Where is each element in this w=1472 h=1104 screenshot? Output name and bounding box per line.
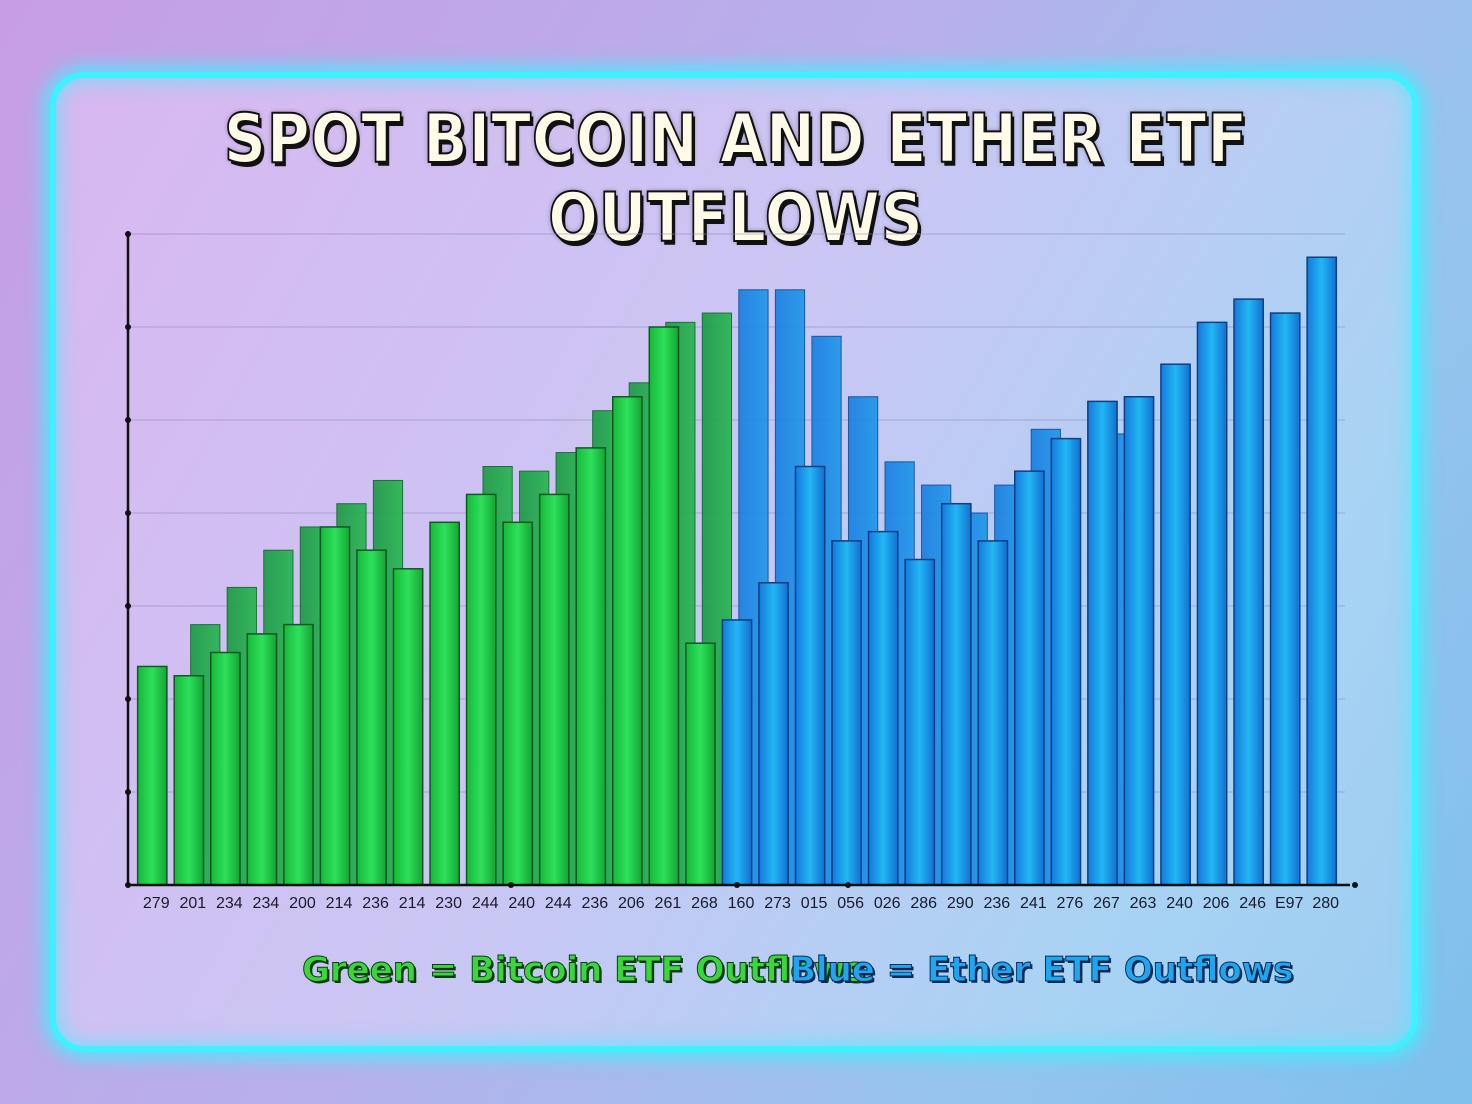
x-tick-label: 267 [1093, 895, 1120, 912]
x-tick-label: 268 [691, 895, 718, 912]
bitcoin-bar [392, 568, 424, 886]
ether-bar [794, 465, 826, 886]
ether-bar [1233, 298, 1265, 886]
bitcoin-bar [611, 396, 643, 886]
x-tick-label: 214 [399, 895, 426, 912]
bitcoin-bar [136, 665, 168, 886]
ether-bar [1306, 256, 1338, 886]
x-tick-label: 263 [1130, 895, 1157, 912]
y-tick [125, 231, 131, 237]
bitcoin-bar [538, 493, 570, 886]
ether-bar [1160, 363, 1191, 886]
ether-bar [1013, 470, 1045, 886]
x-tick-label: 234 [216, 895, 243, 912]
y-tick [125, 510, 131, 516]
x-tick-label: 279 [143, 895, 170, 912]
x-tick-label: 244 [472, 895, 499, 912]
axes [125, 231, 1358, 888]
ether-bar [977, 540, 1009, 886]
x-tick-label: 026 [874, 895, 901, 912]
x-tick-label: 206 [1203, 895, 1230, 912]
bitcoin-bar [648, 326, 680, 886]
legend-bitcoin: Green = Bitcoin ETF Outflows [301, 950, 866, 991]
ether-bar [831, 540, 863, 886]
y-tick [125, 882, 131, 888]
x-tick-label: 236 [581, 895, 608, 912]
bitcoin-bar [246, 633, 278, 886]
x-tick-label: 236 [362, 895, 389, 912]
y-tick [125, 789, 131, 795]
x-tick-label: 214 [326, 895, 353, 912]
x-tick [1352, 882, 1358, 888]
x-tick-label: 234 [253, 895, 280, 912]
bitcoin-bar [319, 526, 351, 886]
ether-bar [940, 502, 972, 886]
x-tick-label: 290 [947, 895, 974, 912]
ether-bar [1087, 400, 1118, 886]
x-tick [734, 882, 740, 888]
y-tick [125, 417, 131, 423]
x-tick-label: 230 [435, 895, 462, 912]
ether-bar [721, 619, 753, 886]
x-tick-label: 273 [764, 895, 791, 912]
x-tick-label: 240 [1166, 895, 1193, 912]
x-tick-label: E97 [1275, 895, 1304, 912]
bitcoin-bar [173, 675, 205, 886]
ether-bar [758, 582, 789, 886]
bitcoin-bar [356, 549, 387, 886]
bitcoin-bar [283, 623, 314, 886]
x-tick-label: 280 [1312, 895, 1339, 912]
ether-bar [1123, 396, 1155, 886]
bitcoin-bar [575, 447, 607, 886]
x-tick-label: 261 [655, 895, 682, 912]
x-tick-label: 201 [179, 895, 206, 912]
x-tick-label: 286 [910, 895, 937, 912]
x-tick-label: 244 [545, 895, 572, 912]
x-tick-labels: 279 201 234 234 200 214 236 214 230 244 240 244 236 2… [143, 895, 1339, 912]
x-tick-label: 236 [983, 895, 1010, 912]
x-tick-label: 246 [1239, 895, 1266, 912]
legend: Green = Bitcoin ETF Outflows Blue = Ethe… [0, 950, 1472, 998]
chart-title: SPOT BITCOIN AND ETHER ETF OUTFLOWS [223, 99, 1249, 259]
bitcoin-bar [209, 651, 241, 886]
ether-bar [1196, 321, 1228, 886]
bitcoin-bar [502, 521, 534, 886]
legend-ether: Blue = Ether ETF Outflows [789, 950, 1294, 991]
x-tick-label: 241 [1020, 895, 1047, 912]
ether-bar [1050, 437, 1082, 886]
x-tick-label: 160 [728, 895, 755, 912]
bitcoin-bar [429, 521, 461, 886]
x-tick-label: 056 [837, 895, 864, 912]
x-tick [508, 882, 514, 888]
bitcoin-bar [465, 493, 497, 886]
bitcoin-bar [685, 642, 716, 886]
x-tick-label: 206 [618, 895, 645, 912]
ether-bar [867, 530, 899, 886]
x-tick-label: 015 [801, 895, 828, 912]
y-tick [125, 603, 131, 609]
x-tick [845, 882, 851, 888]
x-tick-label: 200 [289, 895, 316, 912]
x-tick-label: 276 [1057, 895, 1084, 912]
x-tick-label: 240 [508, 895, 535, 912]
ether-bar [1269, 312, 1301, 886]
series-bars [136, 256, 1338, 886]
y-tick [125, 324, 131, 330]
y-tick [125, 696, 131, 702]
ether-bar [904, 558, 936, 886]
